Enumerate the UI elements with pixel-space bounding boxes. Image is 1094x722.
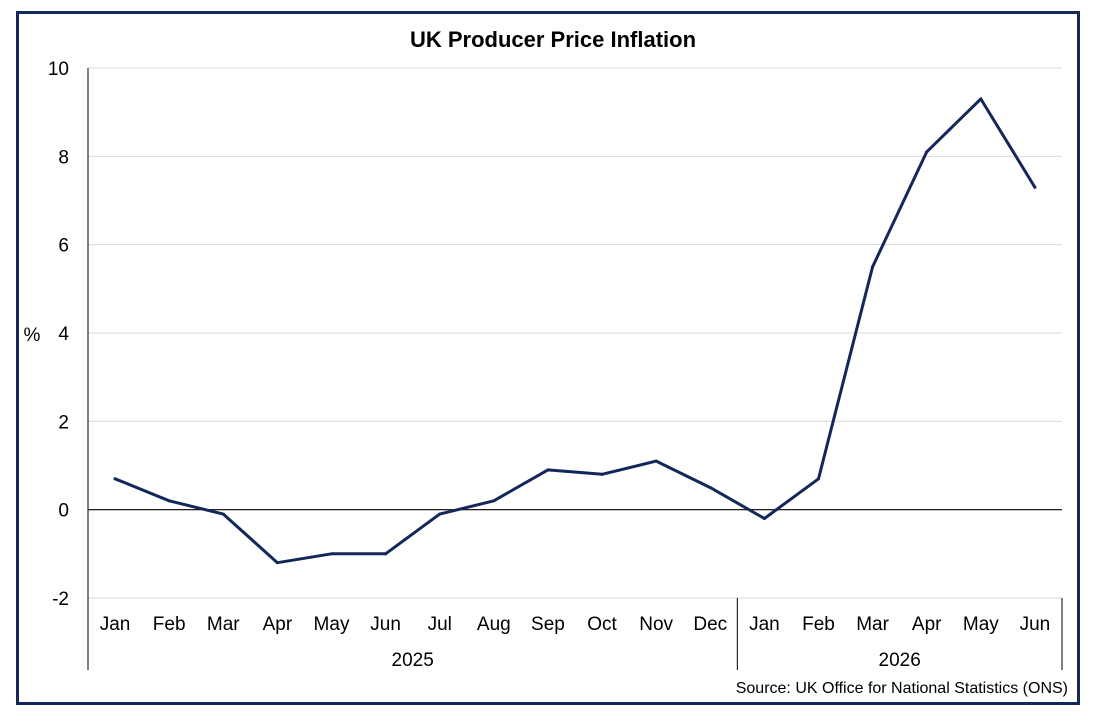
year-groups: 2025 2026 [392,598,1063,671]
data-point [817,477,820,481]
data-point [384,552,388,556]
chart-title: UK Producer Price Inflation [410,27,696,52]
y-axis-label: % [24,325,41,346]
y-tick-label: 10 [48,59,69,80]
data-point [546,468,550,472]
data-point [438,512,442,516]
x-tick-label: Feb [802,614,835,635]
data-point [979,97,983,101]
year-group-label: 2025 [392,650,434,671]
data-point [221,512,225,516]
y-tick-label: 0 [58,501,69,522]
x-tick-label: May [314,614,350,635]
x-tick-label: Mar [207,614,240,635]
data-point [654,459,658,463]
data-point [925,150,929,154]
y-axis-ticks: -2 0 2 4 6 8 10 [48,59,70,610]
data-point [871,265,875,269]
data-point [1033,185,1037,189]
axes [87,68,1062,670]
x-tick-label: Aug [477,614,511,635]
x-tick-label: Feb [153,614,186,635]
y-tick-label: 6 [58,236,69,257]
data-point [167,499,171,503]
y-tick-label: 2 [58,412,69,433]
x-tick-label: Jan [100,614,131,635]
x-tick-label: Mar [856,614,889,635]
gridlines [88,67,1062,599]
x-axis-ticks: Jan Feb Mar Apr May Jun Jul Aug Sep Oct Nov Dec Jan F… [100,614,1051,635]
data-point [113,477,117,481]
data-point [275,561,279,565]
data-point [492,499,496,503]
data-point [330,552,333,556]
x-tick-label: Jun [1020,614,1051,635]
y-tick-label: 8 [58,147,69,168]
x-tick-label: Apr [912,614,942,635]
x-tick-label: Dec [693,614,727,635]
x-tick-label: Jan [749,614,780,635]
chart-frame [16,11,1080,705]
source-note: Source: UK Office for National Statistic… [736,680,1068,697]
x-tick-label: May [963,614,999,635]
x-tick-label: Jun [370,614,401,635]
x-tick-label: Oct [587,614,617,635]
x-tick-label: Apr [263,614,293,635]
x-tick-label: Sep [531,614,565,635]
data-point [762,517,766,520]
x-tick-label: Nov [639,614,673,635]
data-point [708,486,712,490]
y-tick-label: -2 [52,589,69,610]
series-layer [113,97,1037,565]
data-point [600,472,604,476]
year-group-label: 2026 [879,650,921,671]
y-tick-label: 4 [58,324,69,345]
series-line [113,97,1037,565]
x-tick-label: Jul [428,614,452,635]
